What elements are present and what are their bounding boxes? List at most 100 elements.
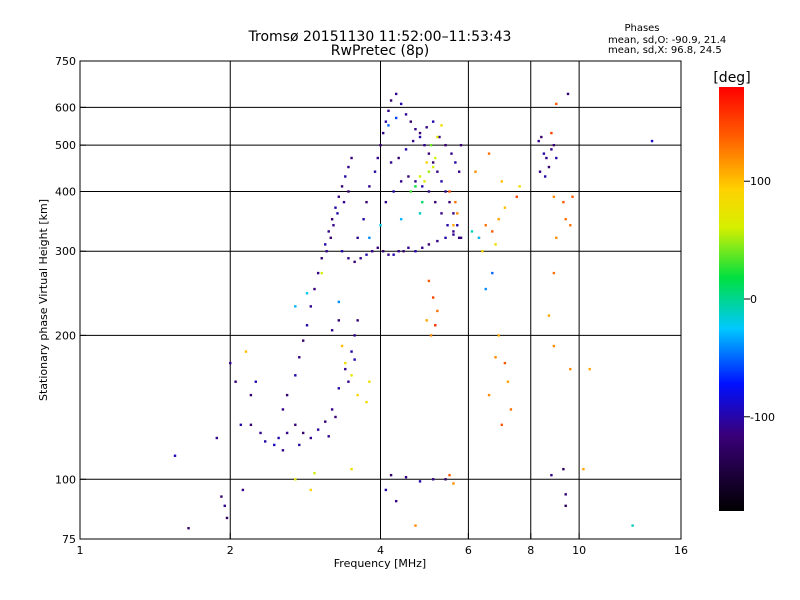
- data-point: [313, 471, 316, 475]
- data-point: [552, 195, 556, 198]
- scatter-points: [173, 92, 654, 530]
- data-point: [301, 431, 305, 435]
- data-point: [500, 423, 504, 427]
- data-point: [337, 300, 341, 304]
- data-point: [566, 92, 570, 96]
- data-point: [477, 236, 481, 240]
- data-point: [329, 236, 332, 240]
- y-tick-label: 300: [55, 245, 76, 258]
- data-point: [347, 165, 350, 169]
- data-point: [494, 356, 497, 359]
- data-point: [337, 319, 341, 322]
- data-point: [444, 190, 447, 193]
- data-point: [324, 420, 327, 423]
- data-point: [481, 250, 484, 253]
- data-point: [497, 218, 500, 221]
- data-point: [298, 443, 301, 447]
- data-point: [552, 271, 556, 275]
- data-point: [285, 393, 289, 397]
- data-point: [448, 200, 451, 204]
- data-point: [330, 408, 334, 411]
- data-point: [564, 504, 567, 508]
- data-point: [356, 393, 359, 397]
- data-point: [342, 200, 346, 204]
- data-point: [550, 148, 553, 151]
- data-point: [457, 236, 461, 240]
- data-point: [421, 185, 424, 188]
- data-point: [320, 257, 323, 260]
- data-point: [503, 206, 507, 209]
- data-point: [429, 143, 433, 147]
- data-point: [431, 120, 435, 123]
- data-point: [298, 356, 301, 359]
- data-point: [459, 143, 463, 147]
- data-point: [330, 329, 334, 332]
- data-point: [259, 431, 262, 435]
- data-point: [631, 524, 634, 527]
- data-point: [491, 230, 494, 233]
- data-point: [425, 161, 428, 164]
- data-point: [305, 292, 309, 295]
- data-point: [421, 200, 424, 204]
- colorbar-ticks: 100 0 -100: [744, 175, 775, 424]
- data-point: [225, 516, 229, 520]
- data-point: [552, 143, 556, 147]
- x-tick-label: 8: [527, 544, 534, 557]
- data-point: [582, 467, 585, 471]
- data-point: [407, 246, 410, 249]
- data-point: [353, 260, 356, 264]
- data-point: [427, 190, 431, 193]
- data-point: [454, 161, 457, 164]
- data-point: [332, 224, 335, 227]
- data-point: [402, 250, 405, 253]
- data-point: [427, 170, 431, 173]
- data-point: [347, 380, 350, 383]
- data-point: [470, 230, 474, 233]
- data-point: [337, 195, 341, 198]
- data-point: [446, 224, 449, 227]
- colorbar-tick-label: 100: [750, 175, 771, 188]
- data-point: [409, 120, 412, 123]
- data-point: [429, 334, 433, 337]
- x-tick-label: 10: [572, 544, 586, 557]
- data-point: [368, 236, 371, 240]
- data-point: [347, 257, 350, 260]
- data-point: [309, 488, 312, 492]
- data-point: [452, 482, 455, 485]
- data-point: [427, 279, 431, 283]
- data-point: [456, 224, 459, 227]
- data-point: [440, 180, 443, 183]
- data-point: [436, 135, 439, 139]
- y-tick-label: 600: [55, 101, 76, 114]
- data-point: [294, 478, 297, 481]
- colorbar-tick-label: 0: [750, 293, 757, 306]
- data-point: [344, 361, 347, 365]
- data-point: [588, 367, 591, 371]
- x-tick-label: 16: [674, 544, 688, 557]
- data-point: [397, 156, 400, 160]
- data-point: [414, 524, 417, 527]
- data-point: [418, 131, 422, 135]
- data-point: [301, 339, 305, 342]
- data-point: [324, 243, 327, 246]
- data-point: [334, 415, 337, 419]
- data-point: [452, 233, 455, 236]
- data-point: [368, 185, 371, 188]
- plot-area: 1 2 4 6 8 10 16 75 100 200 300 400 500 600 750: [55, 55, 688, 557]
- data-point: [379, 224, 382, 227]
- data-point: [389, 161, 393, 164]
- data-point: [381, 250, 385, 253]
- data-point: [294, 305, 297, 308]
- data-point: [389, 99, 393, 102]
- data-point: [365, 253, 368, 256]
- data-point: [325, 250, 328, 253]
- data-point: [350, 467, 353, 471]
- data-point: [350, 156, 353, 160]
- data-point: [555, 102, 558, 106]
- data-point: [537, 139, 540, 143]
- data-point: [281, 449, 285, 452]
- data-point: [404, 113, 408, 116]
- data-point: [418, 175, 422, 178]
- data-point: [509, 408, 513, 411]
- data-point: [336, 212, 339, 215]
